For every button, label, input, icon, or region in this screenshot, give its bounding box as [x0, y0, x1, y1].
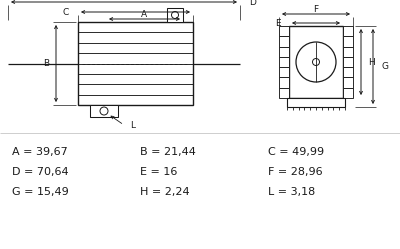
Text: C: C [63, 7, 69, 16]
Text: A: A [141, 9, 147, 18]
Text: D = 70,64: D = 70,64 [12, 167, 69, 177]
Text: L: L [130, 121, 135, 129]
Bar [287, 98, 345, 107]
Text: G: G [381, 62, 388, 71]
Bar [167, 8, 183, 22]
Circle shape [312, 59, 320, 65]
Circle shape [172, 11, 178, 18]
Bar [90, 105, 118, 117]
Text: E: E [275, 18, 281, 27]
Bar [343, 67, 353, 77]
Bar [78, 22, 193, 105]
Bar [279, 57, 289, 67]
Text: B: B [43, 59, 49, 68]
Text: H = 2,24: H = 2,24 [140, 187, 190, 197]
Bar [343, 77, 353, 88]
Text: B = 21,44: B = 21,44 [140, 147, 196, 157]
Bar [343, 47, 353, 57]
Bar [289, 26, 343, 98]
Bar [343, 57, 353, 67]
Text: G = 15,49: G = 15,49 [12, 187, 69, 197]
Bar [279, 36, 289, 47]
Bar [343, 36, 353, 47]
Circle shape [100, 107, 108, 115]
Bar [279, 67, 289, 77]
Text: A = 39,67: A = 39,67 [12, 147, 68, 157]
Bar [279, 77, 289, 88]
Bar [343, 26, 353, 36]
Bar [343, 88, 353, 98]
Text: H: H [368, 58, 375, 66]
Circle shape [296, 42, 336, 82]
Text: C = 49,99: C = 49,99 [268, 147, 324, 157]
Text: D: D [249, 0, 256, 6]
Text: F = 28,96: F = 28,96 [268, 167, 323, 177]
Bar [279, 47, 289, 57]
Bar [279, 26, 289, 36]
Bar [279, 88, 289, 98]
Text: F: F [314, 4, 318, 13]
Text: L = 3,18: L = 3,18 [268, 187, 315, 197]
Text: E = 16: E = 16 [140, 167, 177, 177]
